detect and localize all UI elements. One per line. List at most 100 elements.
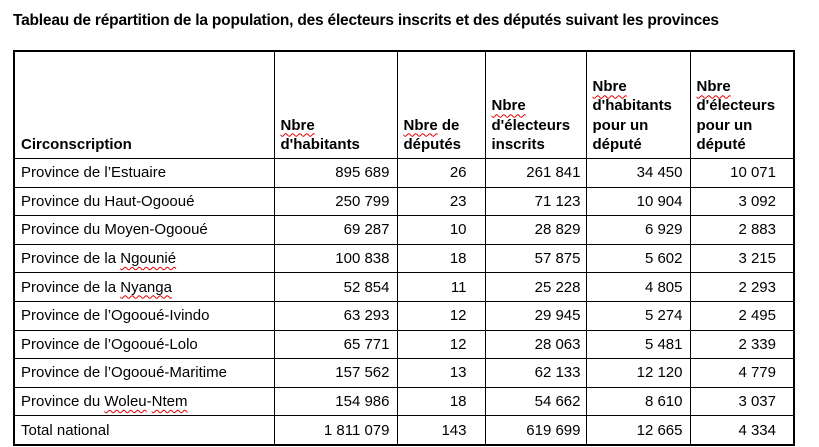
text-part: Total national xyxy=(21,421,110,439)
numeric-cell: 10 071 xyxy=(689,158,795,188)
numeric-cell: 619 699 xyxy=(484,415,587,446)
row-label: Province de la Ngounié xyxy=(13,243,275,274)
misspelled-word: Ngounié xyxy=(120,249,177,267)
table-body: Province de l’Estuaire 895 689 26 261 841 34… xyxy=(13,158,795,446)
row-label: Province de l’Ogooué-Maritime xyxy=(13,358,275,388)
numeric-cell: 12 xyxy=(396,329,486,360)
text-part: de xyxy=(437,116,460,134)
table-title: Tableau de répartition de la population,… xyxy=(13,12,719,29)
numeric-cell: 6 929 xyxy=(585,215,691,245)
numeric-cell: 18 xyxy=(396,386,486,417)
numeric-cell: 12 xyxy=(396,300,486,331)
column-header-4: Nbre d'électeurs inscrits xyxy=(484,50,587,159)
numeric-cell: 18 xyxy=(396,243,486,274)
text-part: d'habitants xyxy=(280,135,360,153)
numeric-cell: 34 450 xyxy=(585,158,691,188)
text-part: pour un xyxy=(696,116,753,134)
text-part: député xyxy=(696,135,746,153)
numeric-cell: 4 334 xyxy=(689,415,795,446)
text-part: député xyxy=(592,135,642,153)
table-row: Province de l’Estuaire 895 689 26 261 841 34… xyxy=(13,158,795,188)
numeric-cell: 2 883 xyxy=(689,215,795,245)
numeric-cell: 71 123 xyxy=(484,186,587,217)
numeric-cell: 10 904 xyxy=(585,186,691,217)
row-label: Province de l’Ogooué-Ivindo xyxy=(13,300,275,331)
column-header-3: Nbre de députés xyxy=(396,50,486,159)
numeric-cell: 3 037 xyxy=(689,386,795,417)
misspelled-word: Ntem xyxy=(151,392,188,410)
row-label: Province du Haut-Ogooué xyxy=(13,186,275,217)
numeric-cell: 5 274 xyxy=(585,300,691,331)
table-row: Province de l’Ogooué-Maritime 157 562 13 62… xyxy=(13,358,795,388)
text-part: Province du xyxy=(21,392,105,410)
numeric-cell: 261 841 xyxy=(484,158,587,188)
text-part: inscrits xyxy=(491,135,545,153)
misspelled-word: Nyanga xyxy=(120,278,172,296)
numeric-cell: 11 xyxy=(396,272,486,302)
column-header-2: Nbre d'habitants xyxy=(273,50,398,159)
numeric-cell: 4 805 xyxy=(585,272,691,302)
numeric-cell: 8 610 xyxy=(585,386,691,417)
numeric-cell: 2 293 xyxy=(689,272,795,302)
row-label: Total national xyxy=(13,415,275,446)
numeric-cell: 3 092 xyxy=(689,186,795,217)
table-row: Province de l’Ogooué-Lolo 65 771 12 28 063 5… xyxy=(13,329,795,360)
table-row: Province du Moyen-Ogooué 69 287 10 28 829 6 … xyxy=(13,215,795,245)
misspelled-word: Woleu xyxy=(104,392,147,410)
numeric-cell: 13 xyxy=(396,358,486,388)
numeric-cell: 2 495 xyxy=(689,300,795,331)
numeric-cell: 3 215 xyxy=(689,243,795,274)
text-part: d'électeurs xyxy=(696,97,776,115)
numeric-cell: 100 838 xyxy=(273,243,398,274)
numeric-cell: 29 945 xyxy=(484,300,587,331)
numeric-cell: 23 xyxy=(396,186,486,217)
row-label: Province du Woleu-Ntem xyxy=(13,386,275,417)
row-label: Province de l’Ogooué-Lolo xyxy=(13,329,275,360)
numeric-cell: 62 133 xyxy=(484,358,587,388)
numeric-cell: 12 665 xyxy=(585,415,691,446)
text-part: Province de l’Ogooué-Ivindo xyxy=(21,307,210,325)
numeric-cell: 28 063 xyxy=(484,329,587,360)
numeric-cell: 25 228 xyxy=(484,272,587,302)
numeric-cell: 63 293 xyxy=(273,300,398,331)
table-row: Total national 1 811 079 143 619 699 12 665 4… xyxy=(13,415,795,446)
numeric-cell: 28 829 xyxy=(484,215,587,245)
numeric-cell: 1 811 079 xyxy=(273,415,398,446)
numeric-cell: 26 xyxy=(396,158,486,188)
header-row: Circonscription Nbre d'habitants Nbre de dép… xyxy=(13,50,795,159)
numeric-cell: 65 771 xyxy=(273,329,398,360)
numeric-cell: 10 xyxy=(396,215,486,245)
table-row: Province du Haut-Ogooué 250 799 23 71 123 10… xyxy=(13,186,795,217)
text-part: Province du Haut-Ogooué xyxy=(21,192,195,210)
row-label: Province du Moyen-Ogooué xyxy=(13,215,275,245)
numeric-cell: 895 689 xyxy=(273,158,398,188)
table-row: Province de la Nyanga 52 854 11 25 228 4 805… xyxy=(13,272,795,302)
misspelled-word: Nbre xyxy=(696,78,731,96)
text-part: d'habitants xyxy=(592,97,672,115)
text-part: - xyxy=(146,392,152,410)
numeric-cell: 250 799 xyxy=(273,186,398,217)
table-row: Province du Woleu-Ntem 154 986 18 54 662 8 6… xyxy=(13,386,795,417)
numeric-cell: 57 875 xyxy=(484,243,587,274)
text-part: Province du Moyen-Ogooué xyxy=(21,221,208,239)
numeric-cell: 143 xyxy=(396,415,486,446)
misspelled-word: Nbre xyxy=(592,78,627,96)
text-part: Province de l’Ogooué-Maritime xyxy=(21,364,227,382)
numeric-cell: 5 602 xyxy=(585,243,691,274)
table-row: Province de la Ngounié 100 838 18 57 875 5 6… xyxy=(13,243,795,274)
text-part: députés xyxy=(403,135,462,153)
row-label: Province de l’Estuaire xyxy=(13,158,275,188)
numeric-cell: 12 120 xyxy=(585,358,691,388)
numeric-cell: 4 779 xyxy=(689,358,795,388)
text-part: pour un xyxy=(592,116,649,134)
column-header-1: Circonscription xyxy=(13,50,275,159)
text-part: Province de la xyxy=(21,249,121,267)
numeric-cell: 54 662 xyxy=(484,386,587,417)
text-part: Province de l’Estuaire xyxy=(21,164,167,182)
numeric-cell: 2 339 xyxy=(689,329,795,360)
text-part: Province de l’Ogooué-Lolo xyxy=(21,335,198,353)
numeric-cell: 5 481 xyxy=(585,329,691,360)
numeric-cell: 154 986 xyxy=(273,386,398,417)
numeric-cell: 157 562 xyxy=(273,358,398,388)
